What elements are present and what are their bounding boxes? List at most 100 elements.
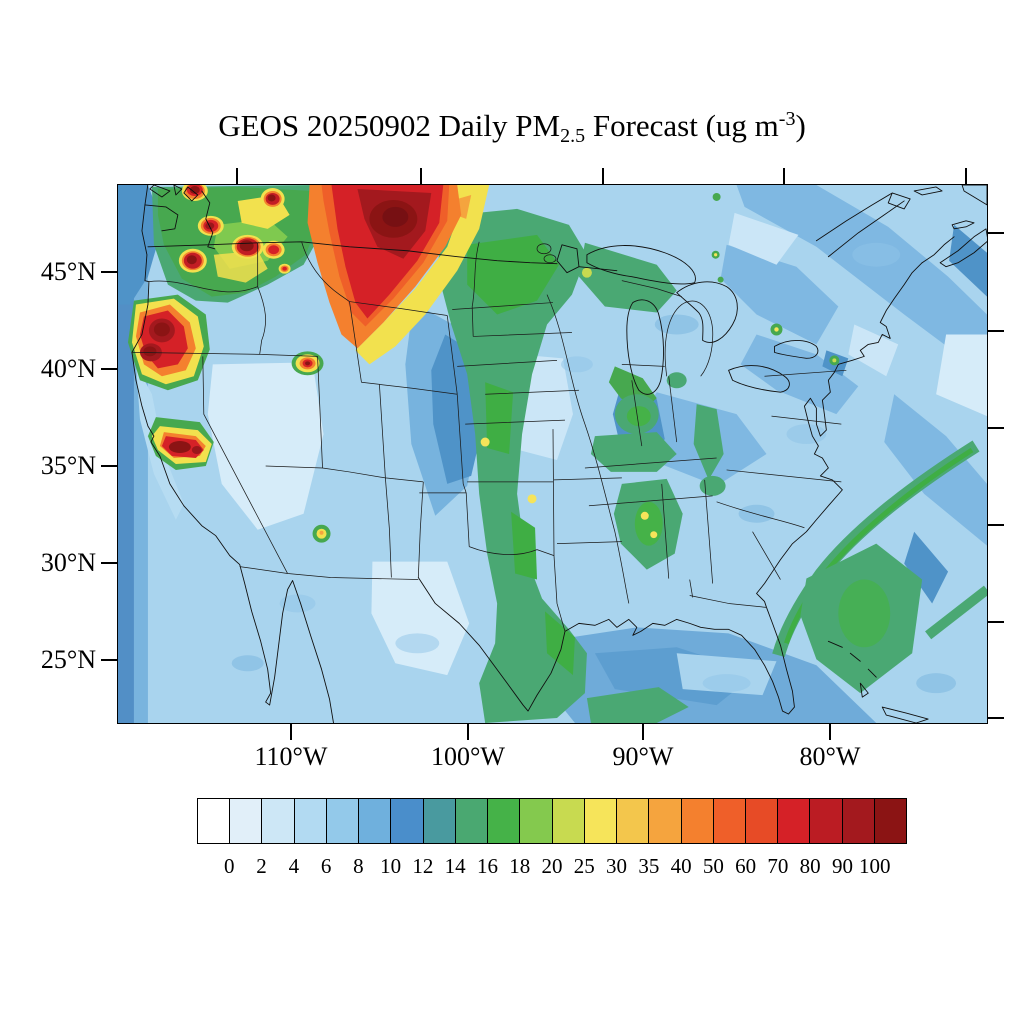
atlantic-green-streak bbox=[772, 440, 987, 694]
colorbar-cell bbox=[230, 799, 263, 843]
lat-tick bbox=[101, 562, 117, 564]
lon-tick-top bbox=[783, 168, 785, 184]
coastline-maritimes bbox=[815, 185, 987, 268]
coastline-west bbox=[131, 185, 334, 723]
hotspot-central-california bbox=[151, 426, 212, 464]
title-prefix: GEOS 20250902 Daily PM bbox=[218, 108, 561, 143]
green-plains-band bbox=[438, 208, 677, 723]
colorbar-cell bbox=[810, 799, 843, 843]
colorbar-cell bbox=[552, 799, 585, 843]
great-lakes bbox=[536, 243, 819, 395]
colorbar-cell bbox=[198, 799, 231, 843]
colorbar-level-label: 12 bbox=[412, 854, 434, 878]
pacific-deep-band bbox=[118, 185, 134, 723]
colorbar-level-label: 100 bbox=[858, 854, 891, 878]
lat-label-25n: 25°N bbox=[40, 645, 96, 674]
colorbar-level-label: 16 bbox=[476, 854, 498, 878]
colorbar-level-label: 2 bbox=[256, 854, 267, 878]
colorbar-cell bbox=[262, 799, 295, 843]
colorbar-level-label: 30 bbox=[606, 854, 628, 878]
colorbar-level-label: 20 bbox=[541, 854, 563, 878]
colorbar-cell bbox=[391, 799, 424, 843]
hotspot-pacific-northwest bbox=[178, 185, 291, 274]
colorbar-level-label: 25 bbox=[573, 854, 595, 878]
colorbar-level-label: 0 bbox=[224, 854, 235, 878]
green-southeast bbox=[590, 372, 726, 570]
colorbar-level-label: 80 bbox=[799, 854, 821, 878]
hotspot-nevada bbox=[291, 351, 324, 376]
colorbar-cell bbox=[681, 799, 714, 843]
title-suffix: ) bbox=[795, 108, 806, 143]
lat-tick bbox=[101, 659, 117, 661]
page-title: GEOS 20250902 Daily PM2.5 Forecast (ug m… bbox=[0, 108, 1024, 148]
geography bbox=[131, 185, 987, 723]
lat-tick-right bbox=[988, 330, 1004, 332]
colorbar-cell bbox=[617, 799, 650, 843]
pm-field bbox=[118, 185, 987, 723]
lon-tick-top bbox=[420, 168, 422, 184]
colorbar-cell bbox=[455, 799, 489, 843]
pm25-contour-map bbox=[118, 185, 987, 723]
colorbar-cell bbox=[745, 799, 779, 843]
colorbar-level-label: 50 bbox=[702, 854, 724, 878]
colorbar-level-label: 10 bbox=[380, 854, 402, 878]
lon-label-100w: 100°W bbox=[431, 742, 505, 771]
islands-caribbean bbox=[827, 640, 929, 723]
great-basin-light-area bbox=[207, 362, 324, 530]
lat-tick bbox=[101, 271, 117, 273]
title-middle: Forecast (ug m bbox=[585, 108, 779, 143]
lat-tick-right bbox=[988, 524, 1004, 526]
lon-tick bbox=[642, 724, 644, 740]
lon-label-110w: 110°W bbox=[254, 742, 328, 771]
lon-label-90w: 90°W bbox=[612, 742, 674, 771]
colorbar-level-label: 40 bbox=[670, 854, 692, 878]
hotspot-four-corners bbox=[312, 524, 331, 543]
title-subscript: 2.5 bbox=[560, 125, 586, 147]
lat-tick bbox=[101, 465, 117, 467]
colorbar-level-label: 4 bbox=[288, 854, 300, 878]
colorbar-cell bbox=[359, 799, 392, 843]
lon-tick bbox=[829, 724, 831, 740]
title-superscript: -3 bbox=[778, 108, 796, 130]
lat-label-45n: 45°N bbox=[40, 257, 96, 286]
lat-tick-right bbox=[988, 621, 1004, 623]
state-borders-plains bbox=[419, 241, 630, 632]
colorbar-level-label: 6 bbox=[320, 854, 332, 878]
colorbar-level-label: 18 bbox=[509, 854, 531, 878]
green-northeast-specks bbox=[711, 192, 840, 366]
colorbar-labels: 0 2 4 6 8 10 12 14 16 18 20 25 30 35 40 50 60 70 80 90 100 bbox=[197, 854, 907, 880]
colorbar-cell bbox=[713, 799, 746, 843]
colorbar-level-label: 60 bbox=[735, 854, 757, 878]
colorbar-level-label: 35 bbox=[638, 854, 660, 878]
colorbar-cell bbox=[488, 799, 521, 843]
colorbar-cell bbox=[326, 799, 360, 843]
lon-label-80w: 80°W bbox=[799, 742, 861, 771]
colorbar-cell bbox=[520, 799, 553, 843]
lon-tick bbox=[467, 724, 469, 740]
lat-tick bbox=[101, 368, 117, 370]
lon-tick bbox=[290, 724, 292, 740]
colorbar-level-label: 90 bbox=[831, 854, 853, 878]
lon-tick-top bbox=[602, 168, 604, 184]
lat-tick-right bbox=[988, 427, 1004, 429]
lat-label-30n: 30°N bbox=[40, 548, 96, 577]
field-mottle bbox=[231, 242, 957, 694]
green-gulf-streak bbox=[586, 687, 689, 723]
lat-tick-right bbox=[988, 717, 1004, 719]
state-borders-east bbox=[584, 280, 847, 608]
coastline-gulf-atlantic bbox=[417, 262, 923, 715]
forecast-map bbox=[117, 184, 988, 724]
lat-label-40n: 40°N bbox=[40, 354, 96, 383]
lat-tick-right bbox=[988, 232, 1004, 234]
lat-label-35n: 35°N bbox=[40, 451, 96, 480]
hotspot-montana-plume bbox=[307, 185, 490, 365]
colorbar-level-label: 14 bbox=[444, 854, 466, 878]
colorbar-cell bbox=[294, 799, 327, 843]
colorbar-cell bbox=[778, 799, 811, 843]
colorbar-cell bbox=[584, 799, 618, 843]
canada-border bbox=[147, 241, 618, 272]
colorbar-level-label: 8 bbox=[353, 854, 364, 878]
puget-sound bbox=[144, 185, 216, 250]
colorbar-cell bbox=[874, 799, 907, 843]
lon-tick-top bbox=[236, 168, 238, 184]
